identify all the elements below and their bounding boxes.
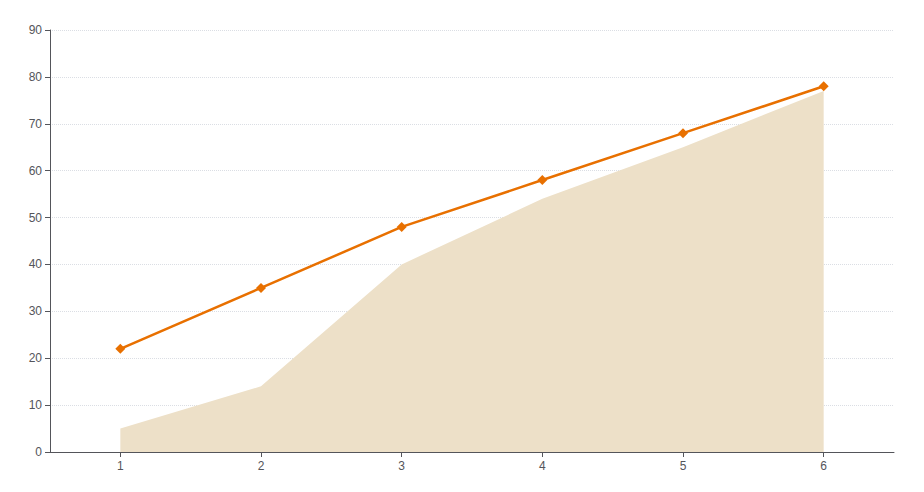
svg-text:70: 70	[29, 117, 43, 131]
svg-text:4: 4	[539, 459, 546, 473]
svg-text:90: 90	[29, 23, 43, 37]
svg-text:30: 30	[29, 304, 43, 318]
svg-text:20: 20	[29, 351, 43, 365]
svg-text:60: 60	[29, 164, 43, 178]
svg-text:3: 3	[398, 459, 405, 473]
svg-text:5: 5	[680, 459, 687, 473]
svg-text:1: 1	[117, 459, 124, 473]
svg-text:6: 6	[820, 459, 827, 473]
svg-text:80: 80	[29, 70, 43, 84]
svg-text:2: 2	[258, 459, 265, 473]
svg-text:50: 50	[29, 211, 43, 225]
svg-text:10: 10	[29, 398, 43, 412]
svg-text:40: 40	[29, 257, 43, 271]
svg-text:0: 0	[35, 445, 42, 459]
